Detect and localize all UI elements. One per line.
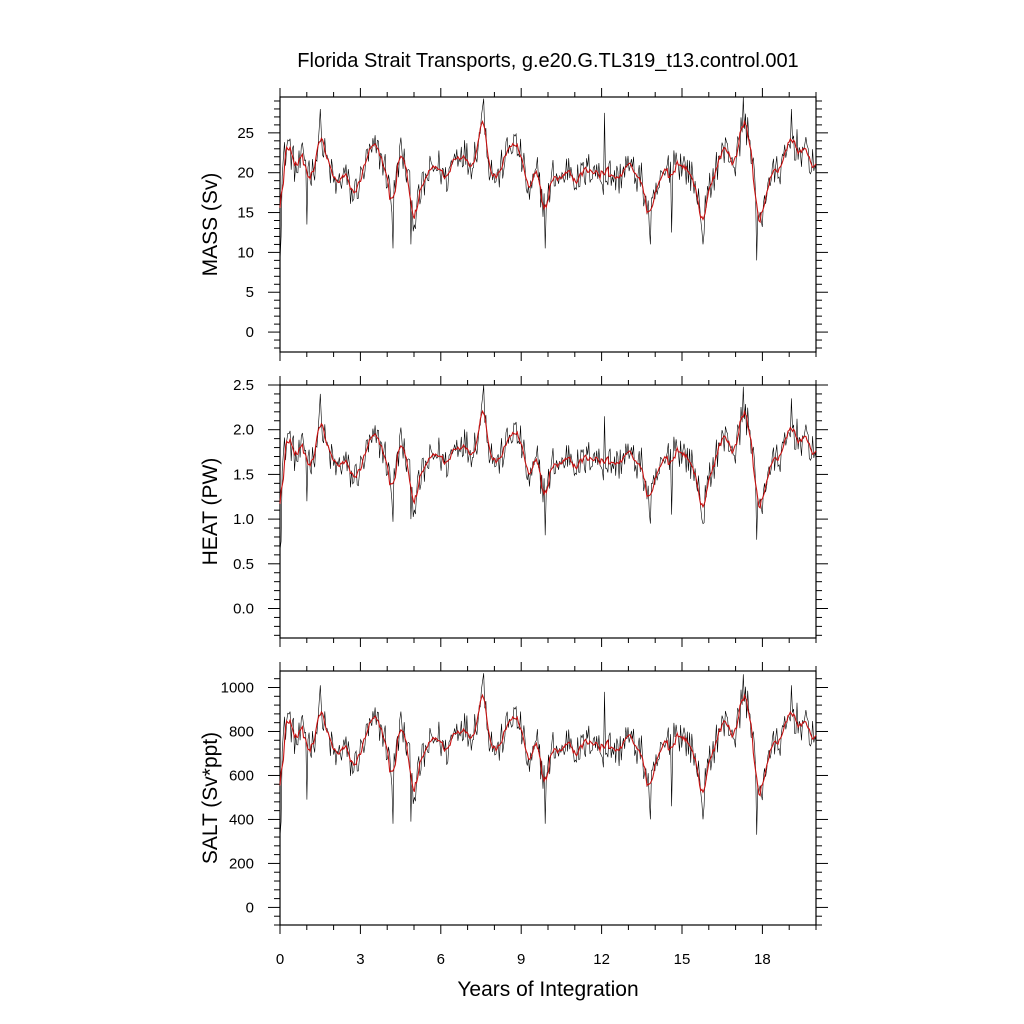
raw-transport-line [279, 96, 817, 262]
x-tick-label: 18 [754, 951, 771, 968]
y-tick-label: 2.5 [233, 377, 254, 394]
panel-frame [279, 384, 817, 639]
y-tick-label: 1000 [221, 679, 254, 696]
y-tick-label: 400 [229, 811, 254, 828]
x-tick-label: 12 [593, 951, 610, 968]
raw-transport-line [279, 384, 817, 550]
y-tick-label: 200 [229, 855, 254, 872]
y-tick-label: 1.0 [233, 511, 254, 528]
chart-title: Florida Strait Transports, g.e20.G.TL319… [297, 50, 798, 72]
y-tick-label: 800 [229, 723, 254, 740]
y-axis-label: HEAT (PW) [199, 458, 222, 566]
smoothed-transport-line [279, 409, 817, 509]
y-tick-label: 0 [246, 324, 254, 341]
raw-transport-line [279, 673, 817, 837]
y-axis-label: SALT (Sv*ppt) [199, 732, 222, 864]
x-tick-label: 3 [356, 951, 364, 968]
x-tick-label: 9 [517, 951, 525, 968]
y-tick-label: 10 [237, 244, 254, 261]
x-tick-label: 6 [437, 951, 445, 968]
y-tick-label: 600 [229, 767, 254, 784]
panel-3: 0 200 400 600 800 1000 SALT (Sv*ppt) 0 3 6 9 12 15 18 [199, 662, 828, 968]
panel-1: 0 5 10 15 20 25 MASS (Sv) [199, 88, 828, 361]
y-tick-label: 15 [237, 205, 254, 222]
y-tick-label: 25 [237, 125, 254, 142]
smoothed-transport-line [279, 693, 817, 797]
y-tick-label: 0.0 [233, 600, 254, 617]
y-tick-label: 0.5 [233, 556, 254, 573]
panel-2: 0.0 0.5 1.0 1.5 2.0 2.5 HEAT (PW) [199, 376, 828, 647]
x-tick-label: 15 [674, 951, 691, 968]
panels-group: 0 5 10 15 20 25 MASS (Sv) 0.0 0.5 1.0 1.5 2.0 2.5 HEA… [199, 88, 828, 968]
panel-frame [279, 96, 817, 353]
y-tick-label: 1.5 [233, 466, 254, 483]
y-tick-label: 5 [246, 284, 254, 301]
x-tick-label: 0 [276, 951, 284, 968]
smoothed-transport-line [279, 119, 817, 224]
y-axis-label: MASS (Sv) [199, 173, 222, 277]
y-tick-label: 20 [237, 165, 254, 182]
panel-frame [279, 670, 817, 926]
y-tick-label: 0 [246, 899, 254, 916]
x-axis-label: Years of Integration [457, 978, 638, 1001]
y-tick-label: 2.0 [233, 422, 254, 439]
